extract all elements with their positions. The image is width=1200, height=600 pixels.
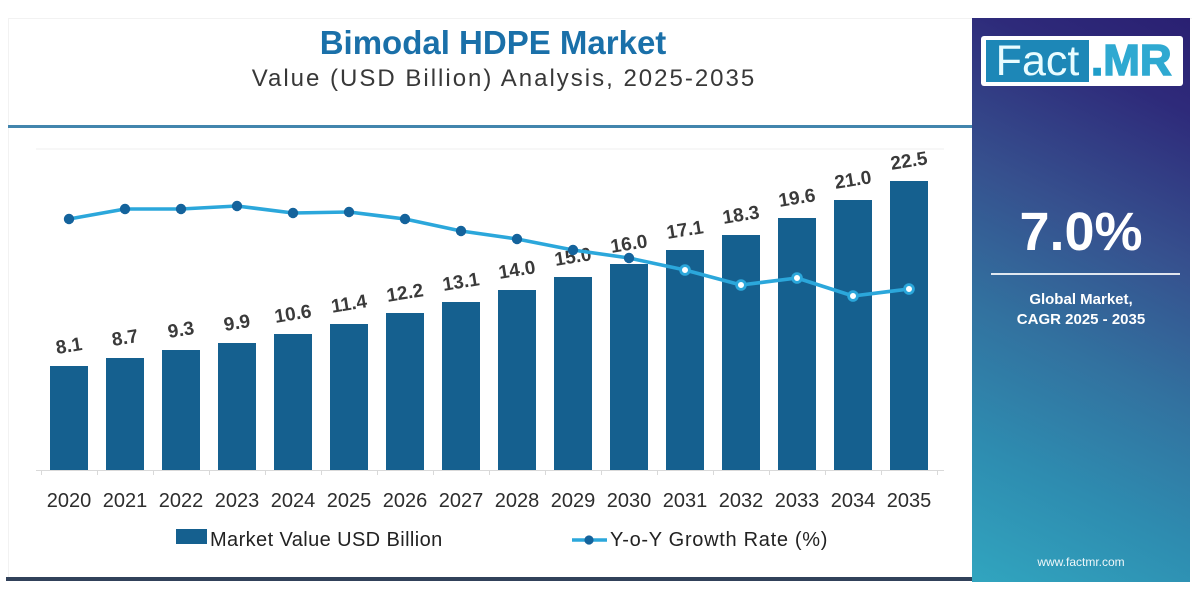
svg-text:2029: 2029 (551, 490, 596, 512)
svg-text:2032: 2032 (719, 490, 764, 512)
svg-text:12.2: 12.2 (385, 280, 425, 307)
svg-text:2030: 2030 (607, 490, 652, 512)
svg-text:11.4: 11.4 (330, 291, 369, 317)
svg-text:2020: 2020 (47, 490, 92, 512)
svg-text:Market Value USD Billion: Market Value USD Billion (210, 529, 443, 551)
svg-text:2027: 2027 (439, 490, 484, 512)
svg-text:Y-o-Y Growth Rate (%): Y-o-Y Growth Rate (%) (610, 529, 828, 551)
svg-text:2031: 2031 (663, 490, 708, 512)
svg-text:14.0: 14.0 (497, 257, 537, 284)
svg-text:2026: 2026 (383, 490, 428, 512)
svg-text:19.6: 19.6 (777, 185, 817, 212)
svg-text:17.1: 17.1 (665, 217, 705, 244)
svg-text:2021: 2021 (103, 490, 148, 512)
svg-text:2028: 2028 (495, 490, 540, 512)
svg-text:2033: 2033 (775, 490, 820, 512)
svg-text:8.7: 8.7 (110, 326, 139, 351)
svg-text:2025: 2025 (327, 490, 372, 512)
svg-text:13.1: 13.1 (441, 269, 481, 296)
svg-text:22.5: 22.5 (889, 148, 929, 175)
svg-text:21.0: 21.0 (833, 167, 873, 194)
svg-text:2023: 2023 (215, 490, 260, 512)
svg-text:2022: 2022 (159, 490, 204, 512)
svg-text:2034: 2034 (831, 490, 876, 512)
svg-text:2035: 2035 (887, 490, 932, 512)
svg-text:2024: 2024 (271, 490, 316, 512)
svg-text:18.3: 18.3 (721, 202, 761, 229)
svg-text:8.1: 8.1 (54, 334, 84, 359)
svg-text:10.6: 10.6 (273, 301, 313, 328)
svg-text:9.9: 9.9 (222, 311, 251, 336)
svg-text:9.3: 9.3 (166, 318, 195, 343)
